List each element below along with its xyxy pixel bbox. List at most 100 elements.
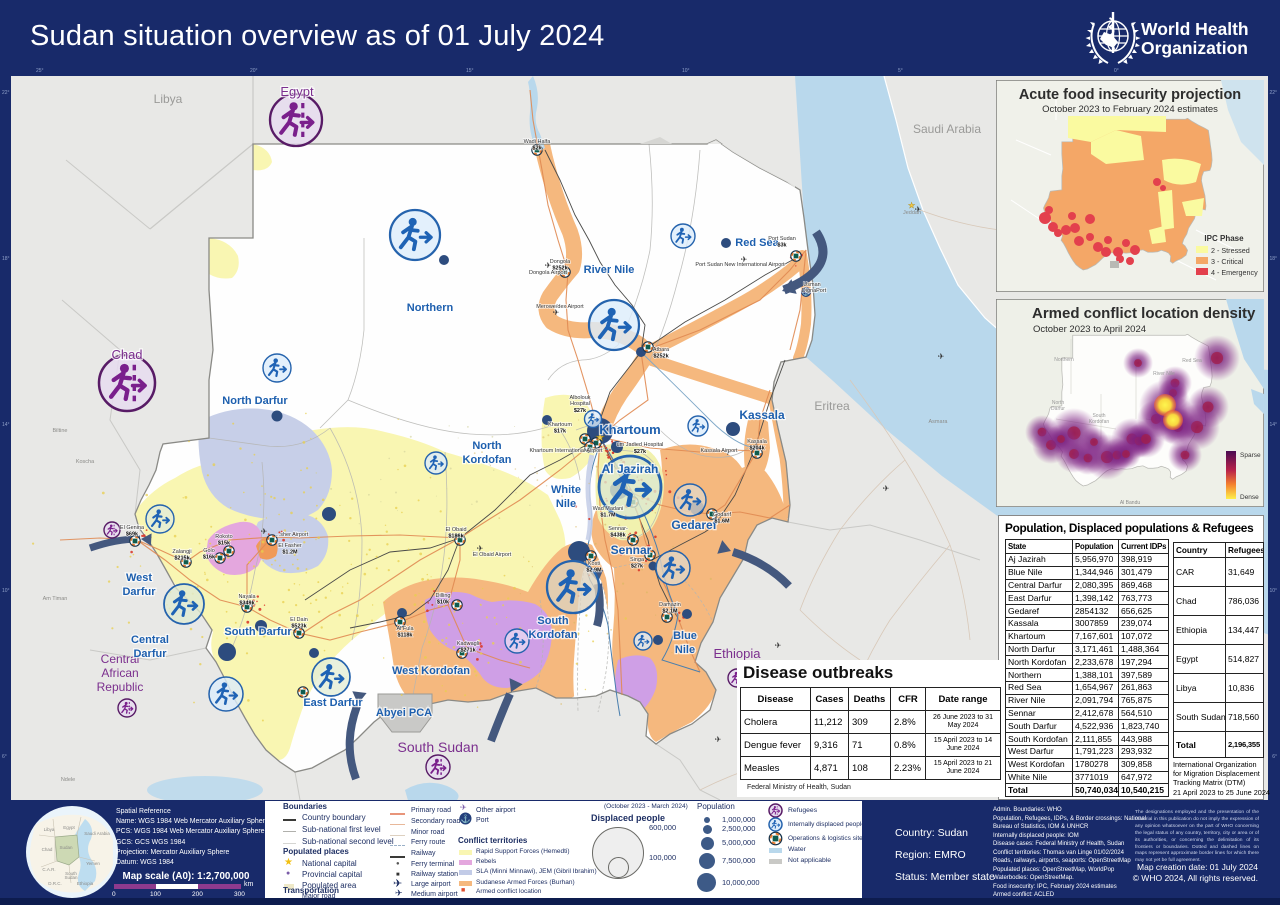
svg-text:IPC Phase: IPC Phase — [1204, 234, 1244, 243]
svg-text:✈: ✈ — [915, 205, 922, 214]
svg-text:East Darfur: East Darfur — [303, 697, 363, 709]
svg-text:South: South — [65, 871, 77, 876]
svg-text:Sudan: Sudan — [64, 875, 78, 880]
svg-text:$1.2M: $1.2M — [282, 550, 298, 556]
svg-text:Libya: Libya — [44, 827, 55, 832]
svg-text:Ethiopia: Ethiopia — [77, 881, 94, 886]
svg-text:Kordofan: Kordofan — [463, 454, 512, 466]
svg-text:White: White — [551, 484, 581, 496]
svg-text:Acute food insecurity projecti: Acute food insecurity projection — [1019, 87, 1241, 103]
svg-text:Khartoum: Khartoum — [599, 422, 660, 437]
svg-text:World Health: World Health — [1141, 19, 1249, 39]
svg-text:D.R.C.: D.R.C. — [48, 881, 62, 886]
svg-text:Albolouk: Albolouk — [569, 395, 590, 401]
svg-text:Khartoum: Khartoum — [548, 422, 572, 428]
svg-text:Darfur: Darfur — [1051, 406, 1065, 412]
svg-text:✈: ✈ — [883, 484, 890, 493]
svg-text:October 2023 to April 2024: October 2023 to April 2024 — [1033, 324, 1146, 335]
svg-text:Egypt: Egypt — [280, 84, 314, 99]
svg-text:El Obaid Airport: El Obaid Airport — [473, 552, 512, 558]
svg-text:Armed conflict location densit: Armed conflict location density — [1032, 305, 1256, 322]
svg-text:Zalangji: Zalangji — [172, 549, 191, 555]
svg-text:North: North — [472, 440, 502, 452]
svg-text:Yemen: Yemen — [86, 861, 100, 866]
svg-text:$10k: $10k — [437, 600, 450, 606]
svg-text:Blue: Blue — [673, 630, 697, 642]
svg-text:★: ★ — [908, 201, 915, 210]
svg-text:⚓: ⚓ — [461, 814, 471, 824]
svg-text:October 2023 to February 2024: October 2023 to February 2024 estimates — [1042, 104, 1218, 115]
svg-text:Sennar-: Sennar- — [608, 526, 628, 532]
svg-text:Red Sea: Red Sea — [1182, 358, 1202, 364]
svg-text:South Sudan: South Sudan — [398, 739, 479, 755]
svg-text:$2.9M: $2.9M — [586, 568, 602, 574]
svg-text:$27k: $27k — [574, 408, 587, 414]
svg-text:4 - Emergency: 4 - Emergency — [1211, 268, 1258, 277]
svg-text:River Nile: River Nile — [584, 264, 635, 276]
svg-text:Sennar: Sennar — [611, 543, 652, 557]
svg-text:$252k: $252k — [653, 354, 669, 360]
svg-text:West Kordofan: West Kordofan — [392, 665, 470, 677]
svg-text:$2k: $2k — [532, 146, 542, 152]
svg-text:Kordofan: Kordofan — [1089, 419, 1110, 425]
svg-text:Jeddah: Jeddah — [903, 210, 921, 216]
svg-text:Golo: Golo — [203, 548, 215, 554]
svg-text:North: North — [1052, 400, 1064, 406]
svg-text:Ethiopia: Ethiopia — [714, 646, 762, 661]
svg-text:✈: ✈ — [741, 255, 748, 264]
svg-text:Chad: Chad — [111, 347, 142, 362]
svg-text:Merowe/dex Airport: Merowe/dex Airport — [536, 304, 584, 310]
svg-text:Port Sudan New International A: Port Sudan New International Airport — [695, 262, 785, 268]
svg-text:Hospital: Hospital — [570, 401, 590, 407]
svg-text:Kadwagli: Kadwagli — [457, 641, 479, 647]
svg-text:$1.7M: $1.7M — [600, 513, 616, 519]
svg-text:El Dain: El Dain — [290, 617, 308, 623]
svg-text:Kosti: Kosti — [588, 561, 600, 567]
svg-text:$271k: $271k — [460, 648, 476, 654]
svg-text:Ndele: Ndele — [61, 777, 75, 783]
svg-text:$215k: $215k — [174, 556, 190, 562]
svg-text:Al Bandu: Al Bandu — [1120, 500, 1141, 506]
svg-text:South Darfur: South Darfur — [224, 626, 292, 638]
svg-text:✈: ✈ — [261, 527, 268, 536]
svg-text:$523k: $523k — [291, 624, 307, 630]
svg-text:Usman: Usman — [803, 282, 820, 288]
svg-text:Central: Central — [101, 652, 140, 666]
svg-text:DignaPort: DignaPort — [802, 288, 827, 294]
svg-text:✈: ✈ — [725, 448, 732, 457]
svg-text:$252k: $252k — [552, 266, 568, 272]
svg-text:Sudan: Sudan — [59, 845, 73, 850]
svg-text:Atbara: Atbara — [653, 347, 670, 353]
svg-text:2 - Stressed: 2 - Stressed — [1211, 246, 1250, 255]
svg-text:Chad: Chad — [42, 847, 53, 852]
svg-text:Al Jazirah: Al Jazirah — [602, 462, 659, 476]
svg-text:$438k: $438k — [610, 533, 626, 539]
svg-text:Eritrea: Eritrea — [814, 399, 850, 413]
svg-text:Libya: Libya — [154, 92, 183, 106]
svg-text:Dilling: Dilling — [436, 593, 451, 599]
svg-text:Gedaref: Gedaref — [671, 518, 717, 532]
svg-text:Central: Central — [131, 634, 169, 646]
svg-text:$204k: $204k — [749, 446, 765, 452]
svg-text:Organization: Organization — [1141, 38, 1248, 58]
svg-text:$17k: $17k — [554, 429, 567, 435]
svg-text:C.A.R.: C.A.R. — [42, 867, 55, 872]
svg-text:✈: ✈ — [545, 261, 552, 270]
svg-text:3 - Critical: 3 - Critical — [1211, 257, 1244, 266]
svg-text:Wad Madani: Wad Madani — [593, 506, 624, 512]
svg-text:Red Sea: Red Sea — [735, 237, 779, 249]
svg-text:Rokoto: Rokoto — [215, 534, 232, 540]
svg-text:Am Timan: Am Timan — [43, 596, 68, 602]
svg-text:Republic: Republic — [97, 680, 144, 694]
svg-text:African: African — [101, 666, 138, 680]
svg-text:Nile: Nile — [675, 644, 695, 656]
svg-text:Damazin: Damazin — [659, 602, 681, 608]
svg-text:West: West — [126, 572, 152, 584]
svg-text:✈: ✈ — [477, 544, 484, 553]
svg-text:$27k: $27k — [634, 449, 647, 455]
svg-text:Port Sudan: Port Sudan — [768, 236, 796, 242]
svg-text:Dense: Dense — [1240, 494, 1259, 501]
svg-text:Kassala: Kassala — [747, 439, 768, 445]
svg-text:River Nile: River Nile — [1153, 371, 1175, 377]
svg-text:South: South — [1092, 413, 1105, 419]
